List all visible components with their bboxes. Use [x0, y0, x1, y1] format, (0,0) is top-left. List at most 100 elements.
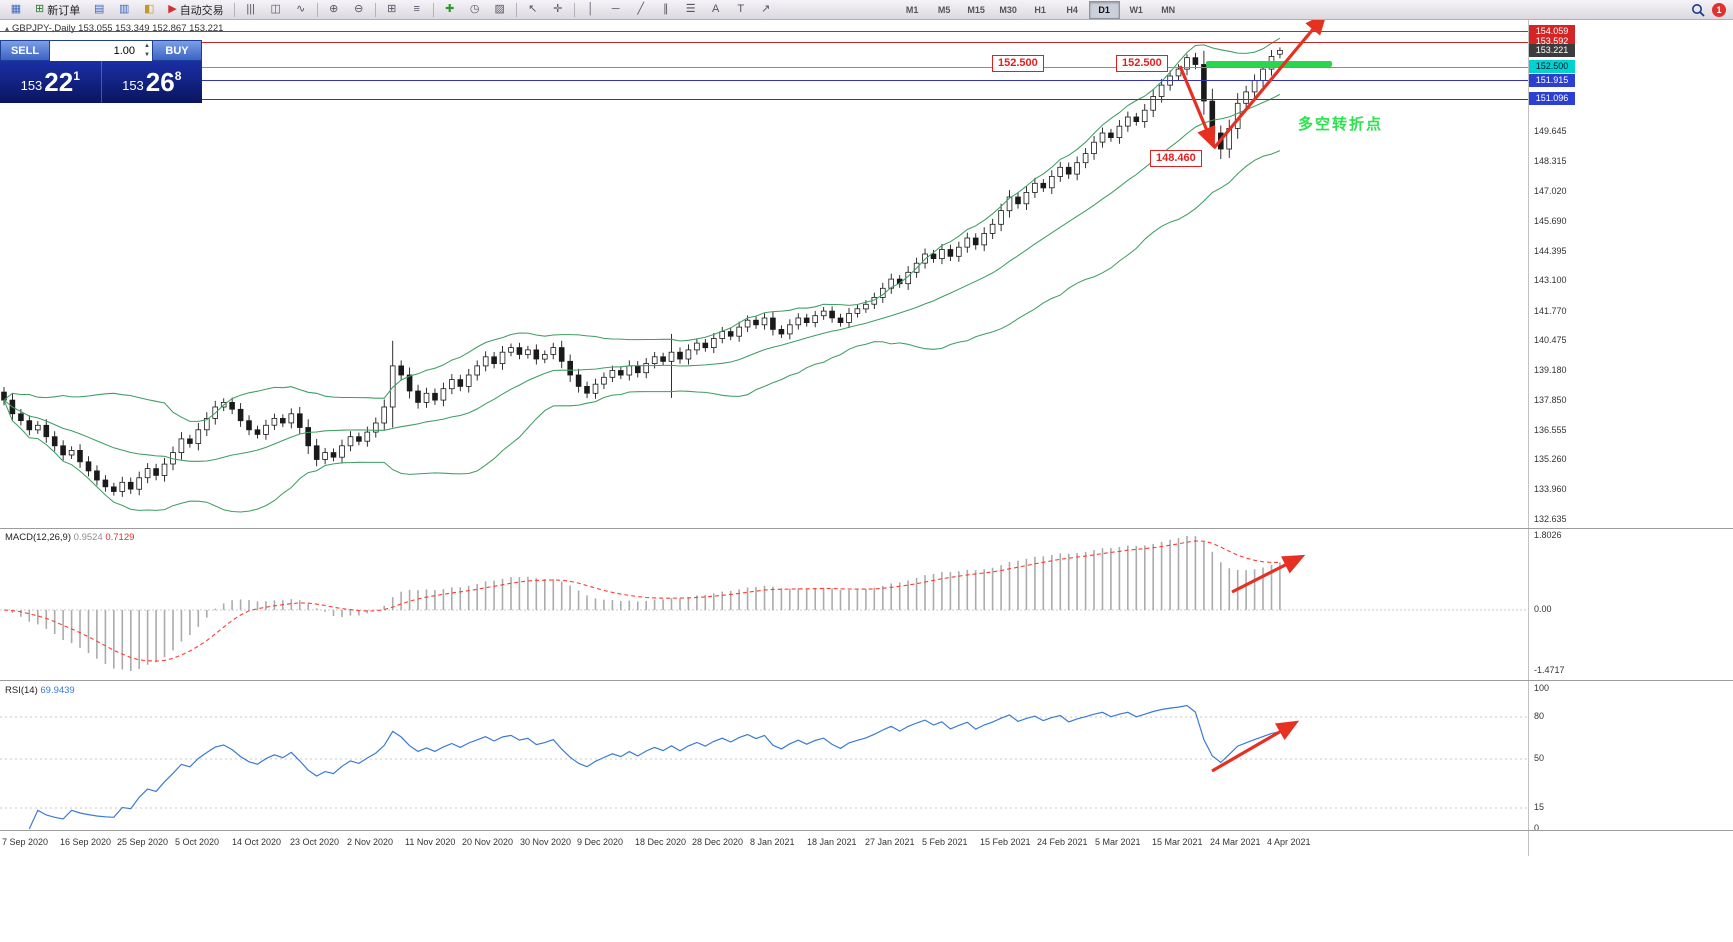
macd-panel-separator[interactable] [0, 528, 1733, 529]
hline-151.915[interactable] [0, 80, 1528, 82]
draw-arrows-button[interactable]: ↗ [754, 0, 778, 19]
date-label: 28 Dec 2020 [692, 837, 744, 847]
chart-window-icon: ▦ [10, 3, 22, 15]
zoom-in-icon: ⊕ [329, 3, 339, 15]
timeframe-toolbar: M1 M5 M15 M30 H1 H4 D1 W1 MN [897, 0, 1184, 19]
date-label: 27 Jan 2021 [865, 837, 915, 847]
volume-up-button[interactable]: ▲ [144, 43, 150, 49]
price-annotation-box[interactable]: 152.500 [1116, 55, 1168, 72]
time-axis[interactable]: 7 Sep 2020 16 Sep 2020 25 Sep 2020 5 Oct 20… [0, 831, 1528, 856]
turning-point-note[interactable]: 多空转折点 [1298, 116, 1384, 133]
price-badge-152.500: 152.500 [1529, 60, 1575, 74]
volume-down-button[interactable]: ▼ [144, 52, 150, 58]
new-order-label: 新订单 [47, 4, 81, 17]
rsi-indicator-canvas[interactable] [0, 681, 1528, 830]
chart-window-button[interactable]: ▦ [4, 0, 28, 19]
date-label: 8 Jan 2021 [750, 837, 795, 847]
draw-fibo-button[interactable]: ☰ [679, 0, 703, 19]
toolbar-divider [515, 2, 517, 17]
autotrade-button[interactable]: ▶ 自动交易 [162, 0, 229, 19]
timeframe-mn-button[interactable]: MN [1161, 4, 1176, 15]
price-scale-label: 135.260 [1534, 454, 1567, 465]
indicator-list-icon: ≡ [413, 3, 420, 15]
crosshair-icon: ✛ [553, 3, 563, 15]
price-annotation-box[interactable]: 152.500 [992, 55, 1044, 72]
date-label: 20 Nov 2020 [462, 837, 514, 847]
support-zone-highlight[interactable] [1206, 61, 1332, 67]
hline-152.5[interactable] [0, 66, 1528, 68]
cursor-button[interactable]: ↖ [521, 0, 545, 19]
zoom-out-icon: ⊖ [354, 3, 364, 15]
toolbar-divider [374, 2, 376, 17]
hline-153.592[interactable] [0, 41, 1528, 43]
price-annotation-box[interactable]: 148.460 [1150, 150, 1202, 167]
date-label: 24 Mar 2021 [1210, 837, 1261, 847]
draw-label-button[interactable]: T [729, 0, 753, 19]
timeframe-w1-button[interactable]: W1 [1129, 4, 1143, 15]
draw-text-icon: A [712, 3, 720, 15]
macd-indicator-canvas[interactable] [0, 529, 1528, 680]
hline-154.059[interactable] [0, 31, 1528, 33]
chart-line-button[interactable]: ∿ [289, 0, 313, 19]
date-label: 30 Nov 2020 [520, 837, 572, 847]
draw-hline-button[interactable]: ─ [604, 0, 628, 19]
draw-arrows-icon: ↗ [761, 3, 771, 15]
rsi-scale-label: 50 [1534, 753, 1545, 763]
toolbar-divider [233, 2, 235, 17]
price-badge-151.096: 151.096 [1529, 92, 1575, 106]
price-scale-label: 133.960 [1534, 484, 1567, 495]
zoom-in-button[interactable]: ⊕ [322, 0, 346, 19]
crosshair-button[interactable]: ✛ [546, 0, 570, 19]
draw-vline-button[interactable]: │ [579, 0, 603, 19]
macd-scale-label: -1.4717 [1534, 665, 1565, 675]
market-watch-button[interactable]: ▤ [87, 0, 111, 19]
date-label: 5 Feb 2021 [922, 837, 968, 847]
timeframe-d1-button[interactable]: D1 [1088, 0, 1120, 19]
chart-bars-button[interactable]: ||| [239, 0, 263, 19]
date-label: 14 Oct 2020 [232, 837, 282, 847]
volume-input[interactable] [50, 41, 152, 61]
rsi-panel-separator[interactable] [0, 680, 1733, 681]
draw-channel-icon: ∥ [662, 3, 669, 15]
indicator-list-button[interactable]: ≡ [405, 0, 429, 19]
buy-button[interactable]: BUY [152, 40, 202, 61]
price-axis[interactable]: 1.8026 0.00 -1.4717 100 80 50 15 0 149.645 148.31… [1528, 20, 1733, 856]
date-label: 2 Nov 2020 [347, 837, 394, 847]
chart-candles-button[interactable]: ◫ [264, 0, 288, 19]
timeframe-m30-button[interactable]: M30 [999, 4, 1017, 15]
date-label: 23 Oct 2020 [290, 837, 340, 847]
macd-signal-value: 0.7129 [105, 532, 135, 543]
period-selector-button[interactable]: ◷ [463, 0, 487, 19]
search-icon[interactable] [1691, 3, 1705, 17]
notification-badge[interactable]: 1 [1712, 2, 1726, 17]
timeframe-m1-button[interactable]: M1 [905, 4, 919, 15]
price-scale-label: 147.020 [1534, 185, 1567, 196]
price-badge-154.059: 154.059 [1529, 24, 1575, 38]
sell-button[interactable]: SELL [0, 40, 50, 61]
zoom-out-button[interactable]: ⊖ [347, 0, 371, 19]
toolbar-divider [432, 2, 434, 17]
macd-label: MACD(12,26,9) 0.9524 0.7129 [5, 532, 135, 543]
autotrade-label: 自动交易 [179, 4, 224, 17]
timeframe-m15-button[interactable]: M15 [967, 4, 985, 15]
price-scale-label: 139.180 [1534, 364, 1567, 375]
templates-button[interactable]: ▨ [488, 0, 512, 19]
draw-trendline-button[interactable]: ╱ [629, 0, 653, 19]
data-window-button[interactable]: ▥ [112, 0, 136, 19]
navigator-button[interactable]: ◧ [137, 0, 161, 19]
draw-text-button[interactable]: A [704, 0, 728, 19]
new-order-button[interactable]: ⊞ 新订单 [29, 0, 86, 19]
timeframe-h4-button[interactable]: H4 [1066, 4, 1078, 15]
tile-windows-button[interactable]: ⊞ [380, 0, 404, 19]
draw-channel-button[interactable]: ∥ [654, 0, 678, 19]
main-chart-canvas[interactable] [0, 20, 1528, 530]
date-label: 4 Apr 2021 [1267, 837, 1311, 847]
draw-hline-icon: ─ [611, 3, 620, 15]
add-indicator-button[interactable]: ✚ [438, 0, 462, 19]
price-scale-label: 143.100 [1534, 275, 1567, 286]
timeframe-m5-button[interactable]: M5 [937, 4, 951, 15]
timeframe-h1-button[interactable]: H1 [1034, 4, 1046, 15]
date-label: 7 Sep 2020 [2, 837, 49, 847]
sell-price: 153 22 1 [20, 66, 80, 97]
hline-151.096[interactable] [0, 98, 1528, 100]
